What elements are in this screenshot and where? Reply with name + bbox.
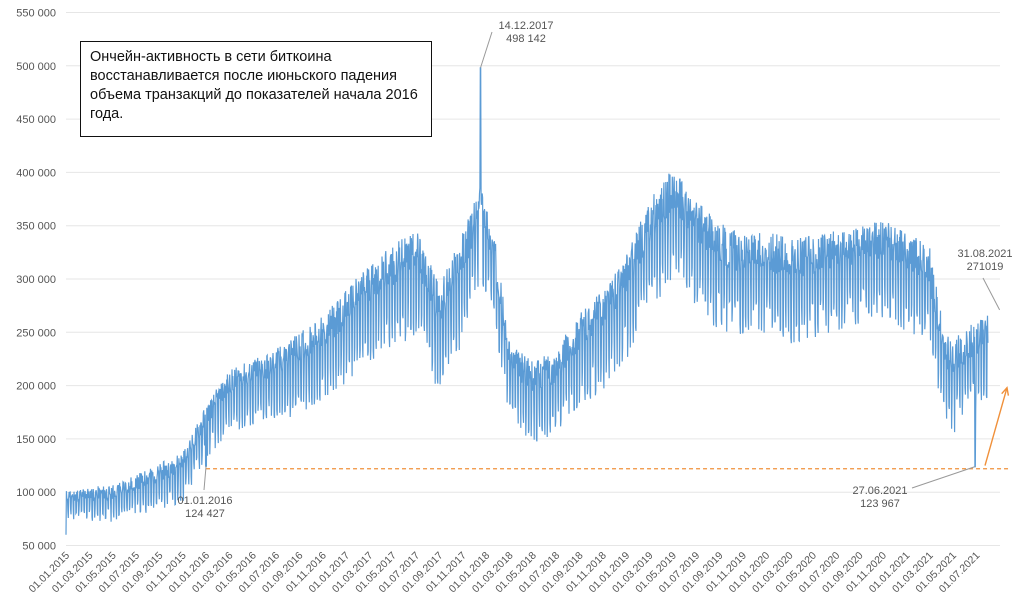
- y-tick-label: 500 000: [16, 61, 56, 73]
- y-tick-label: 250 000: [16, 327, 56, 339]
- transactions-series-line: [65, 67, 989, 535]
- y-tick-label: 200 000: [16, 381, 56, 393]
- annotation-leader-lines: [203, 31, 1001, 491]
- trend-arrow-shaft: [984, 387, 1008, 466]
- annotation-leader: [480, 31, 493, 68]
- y-tick-label: 400 000: [16, 167, 56, 179]
- trend-arrow-head: [1001, 386, 1010, 396]
- annotation-date: 27.06.2021: [852, 485, 907, 497]
- annotation-leader: [203, 466, 207, 491]
- y-tick-label: 150 000: [16, 434, 56, 446]
- y-tick-label: 50 000: [22, 541, 56, 553]
- annotation-value: 124 427: [185, 508, 225, 520]
- annotation-leader: [982, 277, 1001, 311]
- y-tick-label: 300 000: [16, 274, 56, 286]
- y-tick-label: 450 000: [16, 114, 56, 126]
- annotation-value: 123 967: [860, 498, 900, 510]
- annotation-value: 271019: [967, 261, 1004, 273]
- annotation-leader: [911, 466, 976, 489]
- annotation-date: 01.01.2016: [177, 495, 232, 507]
- callout-text: Ончейн-активность в сети биткоина восста…: [90, 49, 418, 122]
- y-gridlines: [66, 12, 1000, 546]
- annotation-date: 31.08.2021: [957, 248, 1012, 260]
- y-tick-label: 550 000: [16, 8, 56, 20]
- annotation-value: 498 142: [506, 33, 546, 45]
- y-tick-labels: 50 000 100 000 150 000 200 000 250 000 300 00…: [16, 8, 56, 553]
- y-tick-label: 350 000: [16, 221, 56, 233]
- callout-box: Ончейн-активность в сети биткоина восста…: [80, 41, 432, 137]
- annotation-date: 14.12.2017: [498, 20, 553, 32]
- y-tick-label: 100 000: [16, 487, 56, 499]
- trend-arrow: [984, 386, 1010, 466]
- x-tick-labels: 01.01.201501.03.201501.05.201501.07.2015…: [26, 550, 982, 596]
